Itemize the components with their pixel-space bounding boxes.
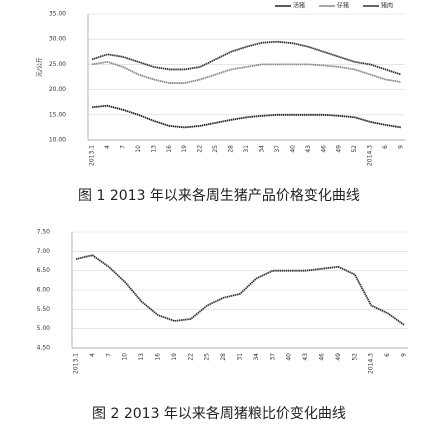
x-tick-label: 22: [187, 353, 194, 361]
y-tick-label: 25.00: [49, 61, 66, 68]
y-tick-label: 15.00: [49, 111, 66, 118]
x-tick-label: 4: [104, 145, 111, 149]
x-tick-label: 2013.1: [73, 353, 80, 374]
x-tick-label: 16: [155, 353, 162, 361]
y-tick-label: 7.00: [37, 248, 51, 255]
x-tick-label: 7: [119, 145, 126, 149]
x-tick-label: 2014.3: [368, 353, 375, 374]
chart-caption: 图 2 2013 年以来各周猪粮比价变化曲线: [92, 406, 346, 422]
x-tick-label: 43: [305, 145, 312, 153]
x-tick-label: 9: [398, 145, 405, 149]
x-tick-label: 16: [166, 145, 173, 153]
x-tick-label: 22: [197, 145, 204, 153]
chart-caption: 图 1 2013 年以来各周生猪产品价格变化曲线: [78, 188, 360, 204]
x-tick-label: 28: [228, 145, 235, 153]
x-tick-label: 10: [122, 353, 129, 361]
x-tick-label: 40: [289, 145, 296, 153]
y-tick-label: 6.00: [37, 287, 51, 294]
legend-label: 活猪: [293, 2, 305, 10]
x-tick-label: 34: [258, 145, 265, 153]
series-line: [91, 104, 402, 129]
x-tick-label: 19: [171, 353, 178, 361]
series-line: [75, 254, 405, 326]
x-tick-label: 46: [320, 145, 327, 153]
y-tick-label: 35.00: [49, 11, 66, 18]
x-tick-label: 13: [138, 353, 145, 361]
x-tick-label: 52: [351, 145, 358, 153]
x-tick-label: 2013.1: [89, 145, 96, 166]
x-tick-label: 4: [89, 353, 96, 357]
x-tick-label: 37: [269, 353, 276, 361]
x-tick-label: 31: [243, 145, 250, 153]
y-tick-label: 4.50: [37, 345, 51, 352]
x-tick-label: 13: [150, 145, 157, 153]
x-tick-label: 6: [382, 145, 389, 149]
y-tick-label: 30.00: [49, 36, 66, 43]
y-tick-label: 20.00: [49, 86, 66, 93]
series-line: [91, 60, 402, 84]
chart: 10.00 15.00 20.00 25.00 30.00 35.00 2013.1 4 7 10…: [36, 2, 405, 204]
x-tick-label: 28: [220, 353, 227, 361]
y-axis-label: 元/公斤: [36, 57, 44, 77]
x-tick-label: 52: [351, 353, 358, 361]
series-line: [91, 40, 402, 76]
x-tick-label: 25: [212, 145, 219, 153]
x-tick-label: 25: [204, 353, 211, 361]
x-tick-label: 6: [384, 353, 391, 357]
x-tick-label: 40: [286, 353, 293, 361]
y-tick-label: 5.00: [37, 325, 51, 332]
x-tick-label: 7: [105, 353, 112, 357]
x-tick-label: 19: [181, 145, 188, 153]
x-tick-label: 49: [336, 145, 343, 153]
legend-label: 猪肉: [381, 2, 393, 10]
x-tick-label: 43: [302, 353, 309, 361]
x-tick-label: 37: [274, 145, 281, 153]
x-tick-label: 2014.3: [367, 145, 374, 166]
y-tick-label: 6.50: [37, 267, 51, 274]
x-tick-label: 10: [135, 145, 142, 153]
chart: 4.50 5.00 5.50 6.00 6.50 7.00 7.50 2013.1 4 7 10 13…: [37, 229, 408, 422]
y-tick-label: 5.50: [37, 306, 51, 313]
legend-label: 仔猪: [337, 2, 349, 10]
x-tick-label: 46: [319, 353, 326, 361]
x-tick-label: 34: [253, 353, 260, 361]
x-tick-label: 49: [335, 353, 342, 361]
y-tick-label: 7.50: [37, 229, 51, 236]
x-tick-label: 9: [401, 353, 408, 357]
x-tick-label: 31: [237, 353, 244, 361]
y-tick-label: 10.00: [49, 137, 66, 144]
